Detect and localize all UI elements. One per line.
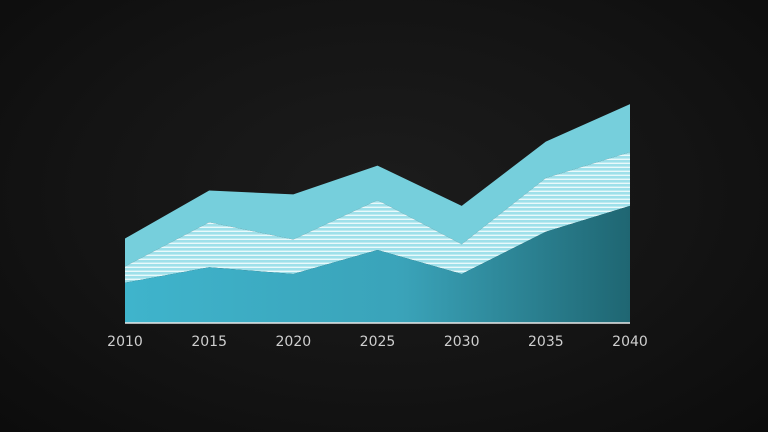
x-tick-label: 2015	[191, 334, 227, 350]
area-series-middle	[125, 152, 630, 283]
x-tick-label: 2030	[444, 334, 480, 350]
x-tick-label: 2010	[107, 334, 143, 350]
x-tick-label: 2035	[528, 334, 564, 350]
x-tick-labels: 2010 2015 2020 2025 2030 2035 2040	[107, 334, 648, 350]
area-series-bottom	[125, 205, 630, 323]
x-tick-label: 2025	[360, 334, 396, 350]
x-tick-label: 2040	[612, 334, 648, 350]
areas-layer	[125, 104, 630, 323]
area-series-top	[125, 104, 630, 267]
x-tick-label: 2020	[276, 334, 312, 350]
